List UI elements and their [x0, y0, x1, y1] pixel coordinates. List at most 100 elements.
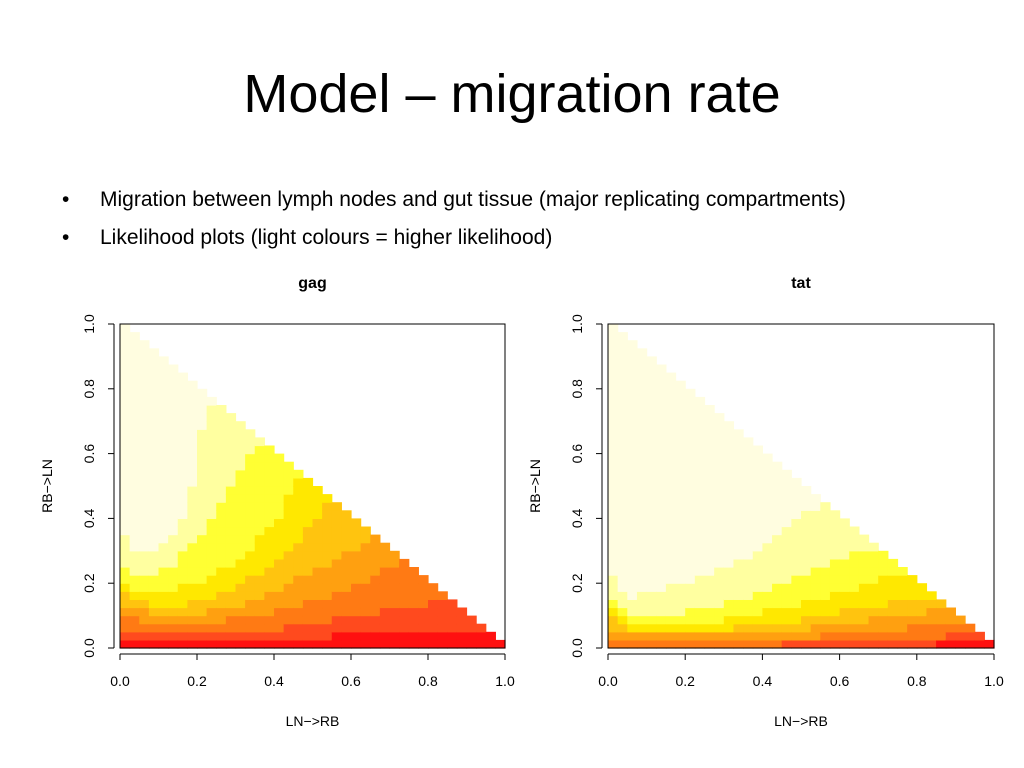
heatmap-cell	[177, 469, 188, 479]
heatmap-cell	[379, 599, 391, 609]
heatmap-cell	[139, 510, 150, 519]
heatmap-cell	[360, 615, 371, 625]
heatmap-cell	[245, 631, 256, 641]
heatmap-cell	[636, 429, 648, 438]
heatmap-cell	[197, 469, 208, 479]
heatmap-cell	[418, 639, 429, 649]
heatmap-cell	[656, 461, 667, 471]
heatmap-cell	[704, 526, 715, 536]
heatmap-cell	[733, 575, 744, 584]
heatmap-cell	[341, 575, 352, 584]
heatmap-cell	[283, 494, 294, 503]
heatmap-cell	[608, 348, 619, 357]
heatmap-cell	[139, 526, 150, 536]
heatmap-cell	[820, 534, 831, 544]
heatmap-cell	[139, 542, 150, 552]
heatmap-cell	[168, 599, 179, 609]
heatmap-cell	[936, 615, 947, 625]
heatmap-cell	[646, 583, 657, 592]
heatmap-cell	[476, 639, 487, 649]
x-axis-label: LN−>RB	[774, 713, 828, 729]
heatmap-cell	[762, 486, 773, 495]
heatmap-cell	[636, 615, 648, 625]
heatmap-cell	[646, 429, 657, 438]
heatmap-cell	[791, 526, 802, 536]
heatmap-cell	[148, 526, 160, 536]
heatmap-cell	[646, 567, 657, 576]
heatmap-cell	[331, 631, 342, 641]
heatmap-cell	[129, 388, 140, 398]
heatmap-cell	[752, 502, 763, 511]
heatmap-cell	[254, 494, 265, 503]
heatmap-cell	[752, 583, 763, 592]
heatmap-cell	[158, 494, 169, 503]
y-tick-label: 0.8	[569, 379, 585, 399]
heatmap-cell	[829, 510, 841, 519]
heatmap-cell	[685, 599, 696, 609]
heatmap-cell	[437, 607, 448, 617]
heatmap-cell	[685, 502, 696, 511]
heatmap-cell	[743, 542, 754, 552]
heatmap-cell	[379, 583, 391, 592]
heatmap-cell	[627, 631, 638, 641]
heatmap-cell	[608, 502, 619, 511]
heatmap-cell	[148, 413, 160, 422]
heatmap-cell	[608, 591, 619, 600]
heatmap-cell	[456, 623, 468, 633]
heatmap-cell	[129, 510, 140, 519]
heatmap-cell	[733, 486, 744, 495]
heatmap-cell	[331, 534, 342, 544]
heatmap-cell	[627, 623, 638, 633]
heatmap-cell	[694, 437, 706, 447]
heatmap-cell	[907, 631, 918, 641]
heatmap-cell	[829, 558, 841, 568]
heatmap-cell	[704, 542, 715, 552]
heatmap-cell	[197, 486, 208, 495]
heatmap-cell	[723, 591, 735, 600]
heatmap-cell	[283, 518, 294, 528]
heatmap-cell	[801, 502, 812, 511]
heatmap-cell	[617, 542, 628, 552]
heatmap-cell	[772, 591, 783, 600]
heatmap-cell	[245, 567, 256, 576]
heatmap-cell	[360, 583, 371, 592]
heatmap-cell	[743, 550, 754, 560]
heatmap-cell	[627, 380, 638, 390]
heatmap-cell	[389, 591, 400, 600]
heatmap-cell	[254, 599, 265, 609]
heatmap-cell	[399, 583, 410, 592]
heatmap-cell	[733, 494, 744, 503]
x-tick-label: 0.0	[110, 673, 130, 689]
heatmap-cell	[714, 575, 725, 584]
heatmap-cell	[370, 599, 381, 609]
heatmap-cell	[762, 518, 773, 528]
heatmap-cell	[752, 477, 763, 487]
heatmap-cell	[129, 364, 140, 374]
heatmap-cell	[187, 445, 198, 455]
heatmap-cell	[139, 607, 150, 617]
heatmap-cell	[129, 340, 140, 349]
heatmap-cell	[235, 502, 246, 511]
heatmap-cell	[714, 542, 725, 552]
heatmap-cell	[636, 494, 648, 503]
heatmap-cell	[636, 469, 648, 479]
heatmap-cell	[829, 639, 841, 649]
heatmap-cell	[399, 575, 410, 584]
heatmap-cell	[168, 429, 179, 438]
heatmap-cell	[187, 396, 198, 406]
heatmap-cell	[302, 615, 314, 625]
heatmap-cell	[733, 542, 744, 552]
heatmap-cell	[274, 502, 285, 511]
heatmap-cell	[868, 631, 879, 641]
heatmap-cell	[245, 461, 256, 471]
heatmap-cell	[129, 518, 140, 528]
heatmap-cell	[139, 494, 150, 503]
heatmap-cell	[379, 607, 391, 617]
heatmap-cell	[656, 413, 667, 422]
heatmap-cell	[656, 372, 667, 382]
heatmap-cell	[312, 575, 323, 584]
heatmap-cell	[743, 534, 754, 544]
heatmap-cell	[608, 494, 619, 503]
heatmap-cell	[752, 599, 763, 609]
heatmap-cell	[781, 518, 792, 528]
